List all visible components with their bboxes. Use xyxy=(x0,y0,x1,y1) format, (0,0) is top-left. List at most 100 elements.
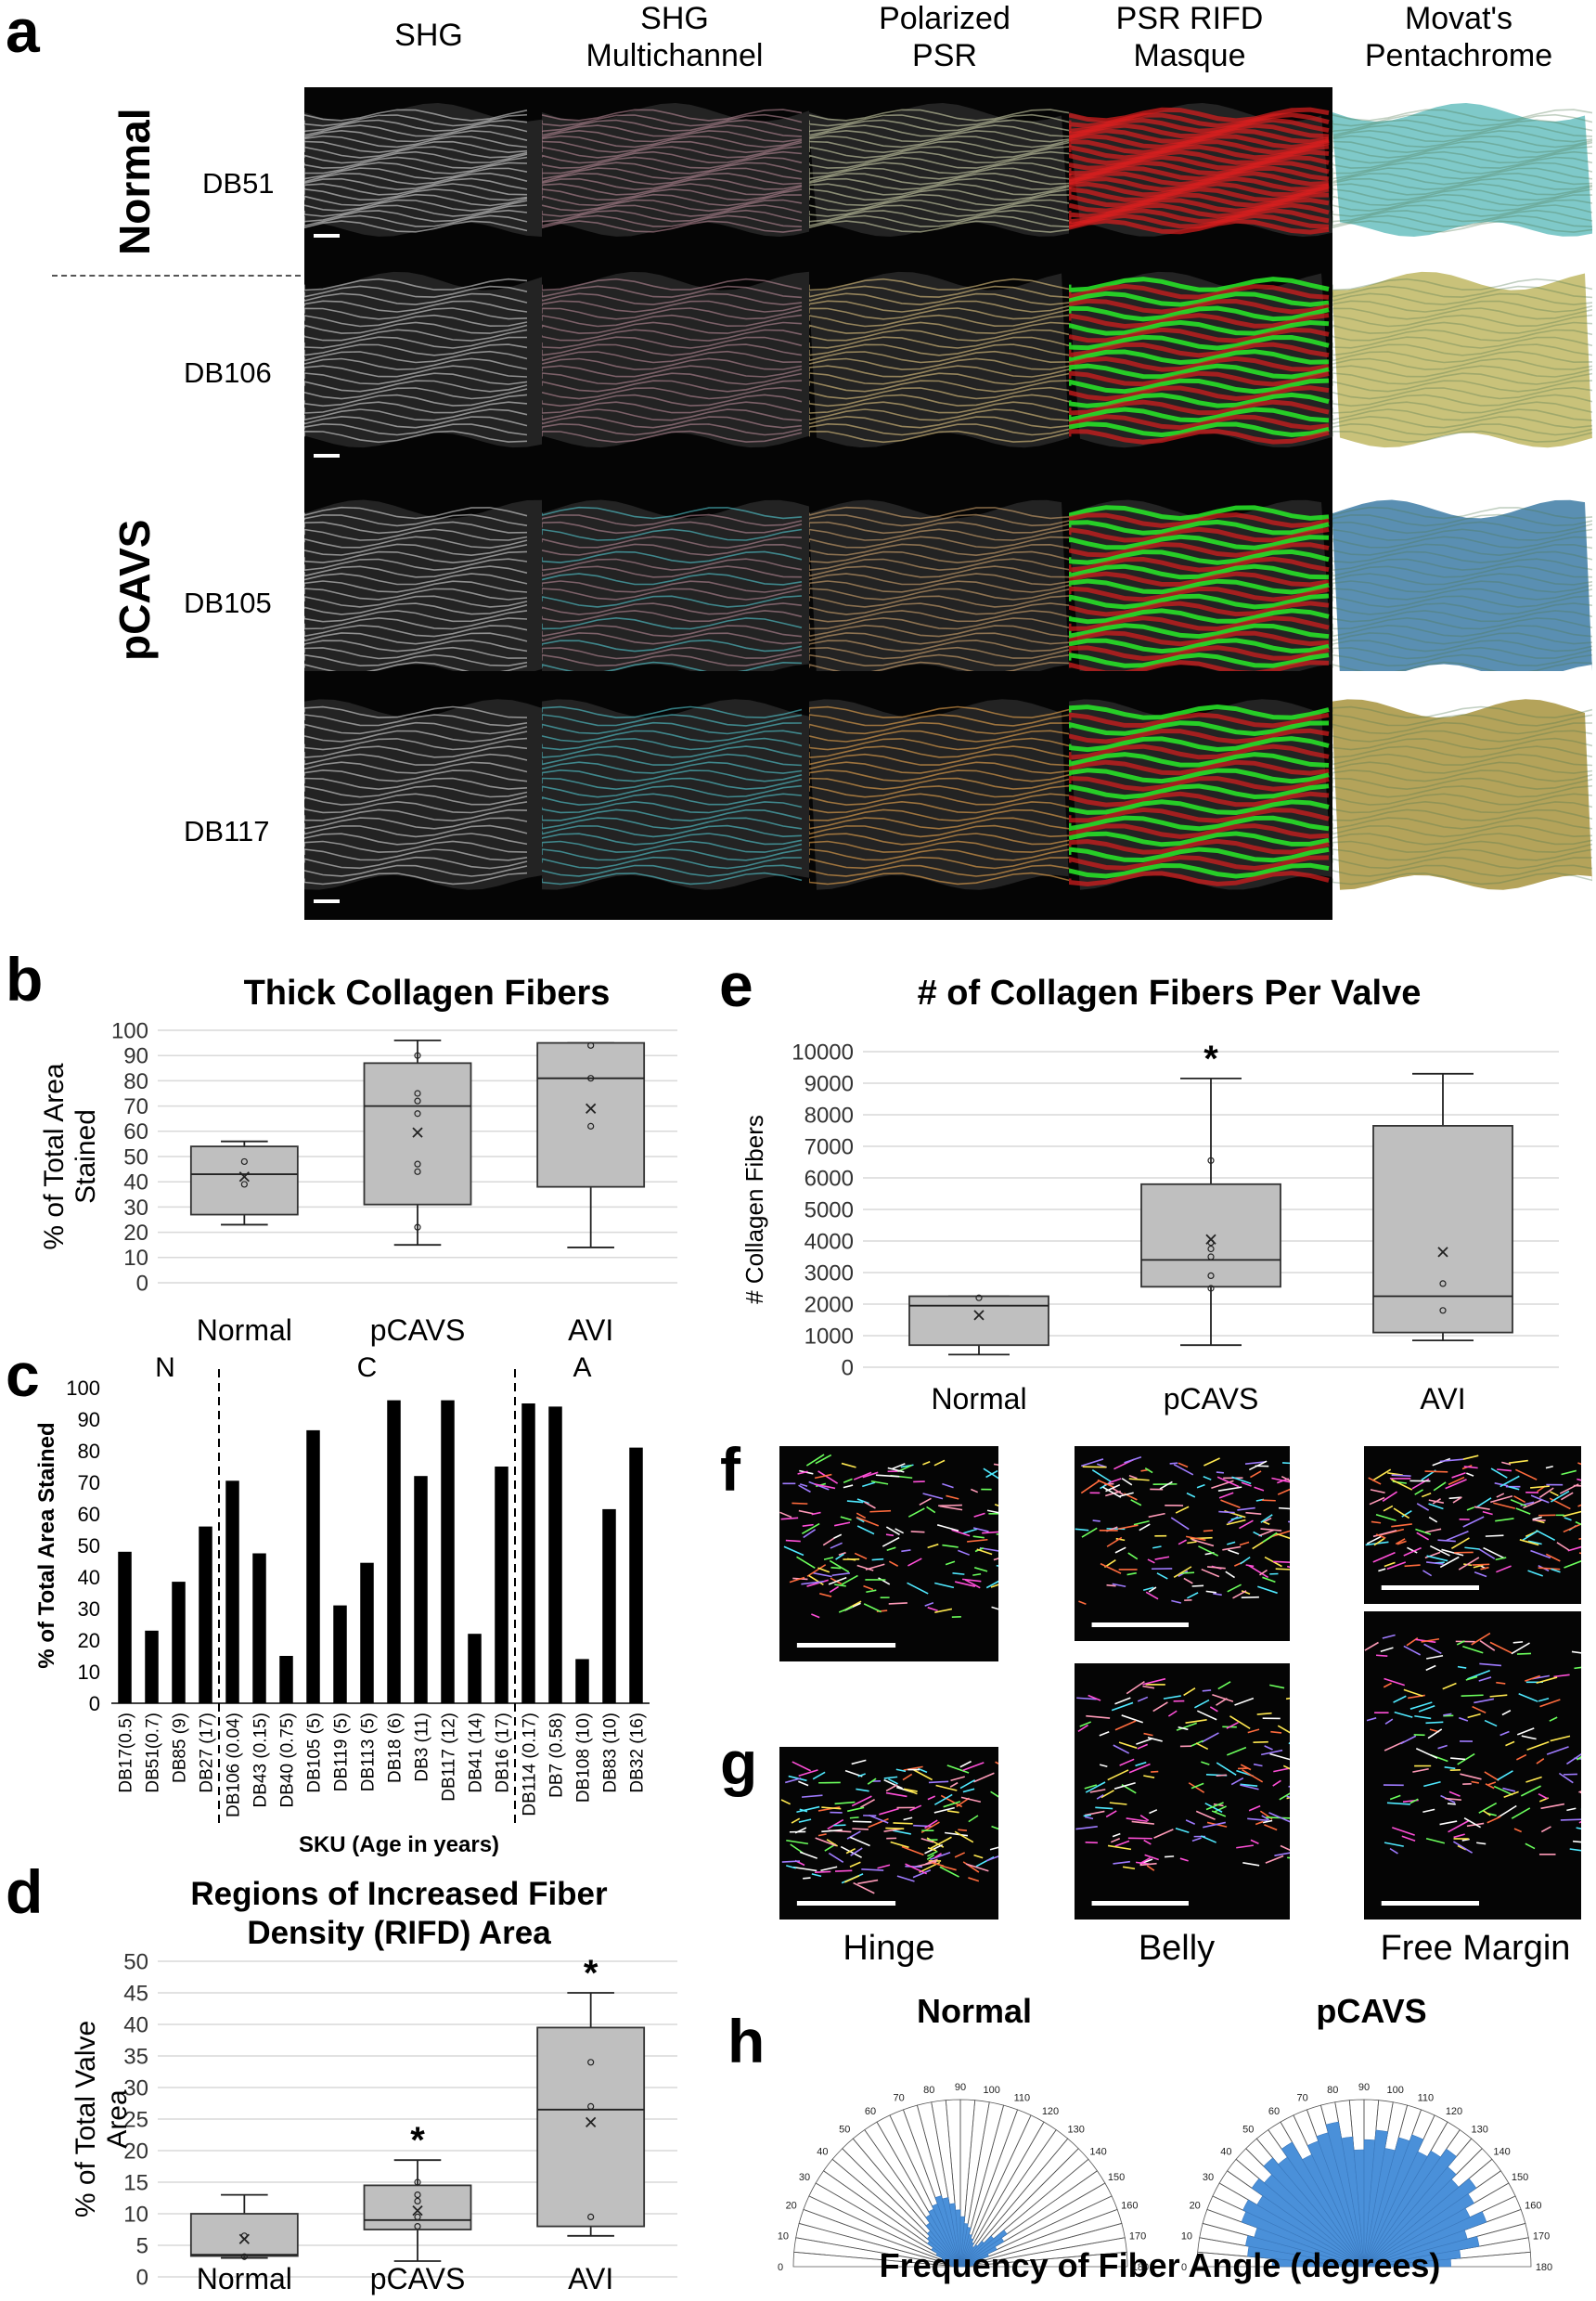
fiber-streak xyxy=(1069,385,1330,402)
bar xyxy=(468,1634,482,1703)
data-point xyxy=(414,1223,421,1231)
traced-fiber xyxy=(942,1482,954,1489)
traced-fiber xyxy=(1409,1701,1433,1710)
angle-label: 60 xyxy=(1268,2106,1280,2117)
angle-label: 180 xyxy=(1132,2262,1149,2273)
angle-label: 30 xyxy=(1203,2172,1214,2183)
traced-fiber xyxy=(1106,1536,1123,1547)
traced-fiber xyxy=(1139,1815,1150,1822)
traced-fiber xyxy=(864,1501,876,1509)
column-label-free-margin: Free Margin xyxy=(1380,1929,1571,1968)
traced-fiber xyxy=(1522,1530,1538,1541)
traced-fiber xyxy=(1474,1497,1492,1508)
fiber-streak xyxy=(304,314,528,328)
traced-fiber xyxy=(1425,1721,1444,1725)
tick-label: 0 xyxy=(842,1355,854,1380)
traced-fiber xyxy=(1453,1841,1474,1854)
traced-fiber xyxy=(1143,1775,1155,1778)
fiber-streak xyxy=(542,135,803,149)
bar xyxy=(441,1400,455,1703)
traced-fiber xyxy=(1428,1516,1438,1523)
traced-fiber xyxy=(1556,1542,1570,1551)
traced-fiber xyxy=(1086,1714,1111,1719)
traced-fiber xyxy=(1429,1545,1450,1557)
fiber-streak xyxy=(809,365,1069,378)
fiber-streak xyxy=(1069,791,1330,808)
fiber-streak xyxy=(304,800,528,814)
traced-fiber xyxy=(1425,1664,1436,1672)
fiber-streak xyxy=(542,314,803,328)
traced-fiber xyxy=(831,1572,851,1577)
fiber-streak xyxy=(809,714,1069,727)
fiber-streak xyxy=(1332,745,1592,758)
traced-fiber xyxy=(785,1539,801,1543)
traced-fiber xyxy=(1203,1476,1212,1480)
traced-fiber xyxy=(803,1529,817,1539)
traced-fiber xyxy=(1204,1803,1223,1813)
traced-fiber xyxy=(1453,1833,1465,1839)
traced-fiber xyxy=(1262,1532,1278,1544)
angle-label: 30 xyxy=(799,2172,810,2183)
fiber-streak xyxy=(1069,768,1330,784)
traced-fiber xyxy=(1154,1556,1170,1560)
fiber-streak xyxy=(809,550,1069,564)
fiber-streak xyxy=(304,300,528,313)
traced-fiber xyxy=(1499,1475,1520,1488)
traced-fiber xyxy=(1384,1842,1404,1847)
traced-fiber xyxy=(1503,1790,1519,1799)
fiber-streak xyxy=(1069,305,1330,322)
fiber-streak xyxy=(1332,632,1592,645)
traced-fiber xyxy=(1262,1576,1276,1584)
fiber-streak xyxy=(809,745,1069,758)
traced-fiber xyxy=(851,1759,867,1765)
category-label: DB83 (10) xyxy=(601,1713,621,1793)
fiber-streak xyxy=(542,610,803,623)
traced-fiber xyxy=(861,1868,884,1871)
traced-fiber xyxy=(1240,1784,1259,1790)
fiber-streak xyxy=(809,721,1069,735)
data-point xyxy=(414,1097,421,1105)
traced-fiber xyxy=(1566,1753,1581,1765)
fiber-streak xyxy=(1069,291,1330,307)
traced-fiber xyxy=(834,1584,846,1587)
traced-fiber xyxy=(853,1471,872,1480)
traced-fiber xyxy=(1487,1816,1501,1824)
scale-bar xyxy=(796,1643,896,1648)
traced-fiber xyxy=(1409,1798,1419,1804)
tick-label: 4000 xyxy=(804,1229,854,1254)
fiber-streak xyxy=(304,214,528,227)
traced-fiber xyxy=(1203,1821,1227,1829)
fiber-streak xyxy=(1332,172,1592,186)
traced-fiber xyxy=(1099,1731,1110,1737)
traced-fiber xyxy=(885,1533,895,1537)
fiber-streak xyxy=(304,721,528,735)
fiber-streak xyxy=(809,278,1069,291)
traced-fiber xyxy=(803,1877,811,1880)
traced-fiber xyxy=(801,1522,820,1534)
polar-bar xyxy=(1363,2211,1487,2268)
traced-fiber xyxy=(1489,1641,1512,1654)
traced-fiber xyxy=(1511,1807,1531,1819)
fiber-streak xyxy=(542,285,803,299)
category-label: DB40 (0.75) xyxy=(278,1713,298,1807)
traced-fiber xyxy=(1185,1535,1206,1542)
tick-label: 35 xyxy=(123,2044,148,2069)
traced-fiber xyxy=(1496,1493,1505,1498)
traced-fiber xyxy=(1151,1770,1159,1773)
traced-fiber xyxy=(1275,1532,1290,1540)
traced-fiber xyxy=(1422,1808,1435,1814)
traced-fiber xyxy=(919,1497,932,1506)
traced-fiber xyxy=(857,1773,866,1777)
traced-fiber xyxy=(1375,1654,1388,1657)
fiber-streak xyxy=(1332,506,1592,520)
fiber-streak xyxy=(542,721,803,735)
fiber-streak xyxy=(1069,319,1330,336)
traced-fiber xyxy=(962,1861,980,1873)
traced-fiber xyxy=(1216,1774,1227,1777)
traced-fiber xyxy=(1176,1722,1197,1731)
traced-fiber xyxy=(840,1516,852,1521)
fiber-streak xyxy=(304,632,528,645)
traced-fiber xyxy=(983,1467,998,1480)
traced-fiber xyxy=(930,1852,951,1861)
traced-fiber xyxy=(1229,1715,1251,1730)
